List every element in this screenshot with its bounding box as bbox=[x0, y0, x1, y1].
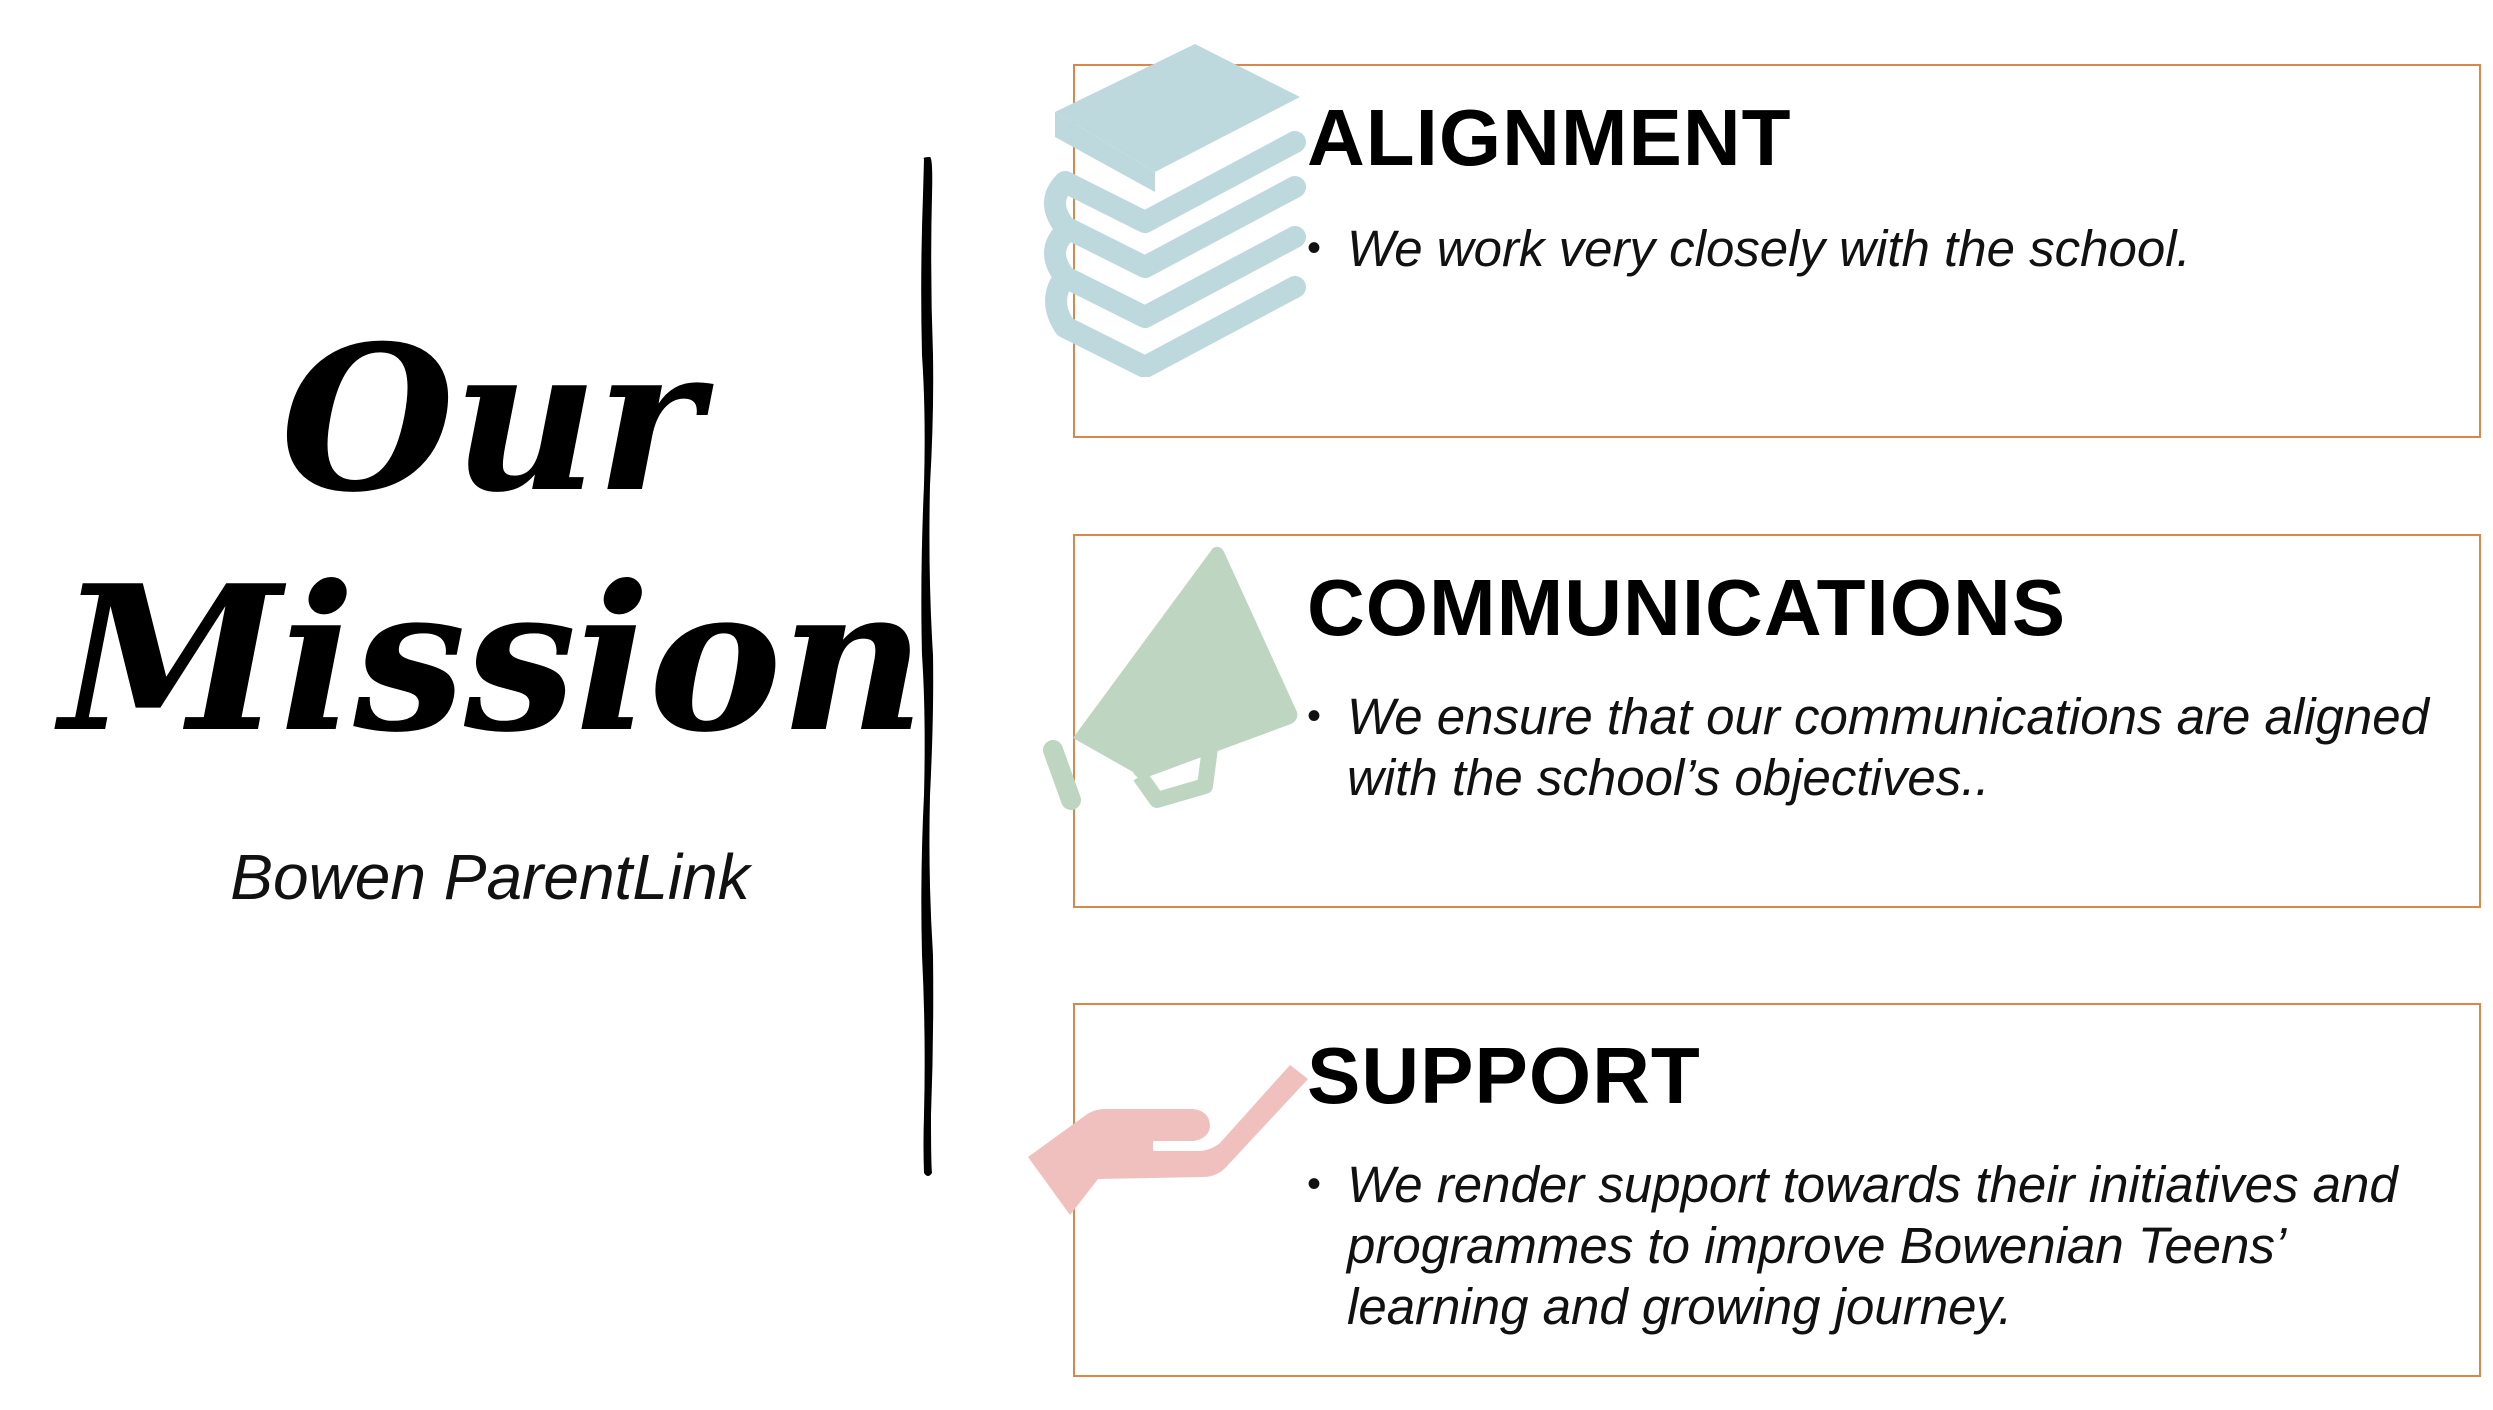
bullet-dot: • bbox=[1307, 694, 1322, 738]
card-communications bbox=[1073, 534, 2481, 908]
heading-communications: COMMUNICATIONS bbox=[1307, 563, 2067, 652]
subtitle: Bowen ParentLink bbox=[230, 841, 750, 913]
bullet-communications-text: We ensure that our communications are al… bbox=[1347, 688, 2429, 806]
books-icon bbox=[1044, 44, 1306, 377]
title-line-our: Our bbox=[280, 302, 702, 537]
megaphone-icon bbox=[1043, 546, 1298, 810]
vertical-divider bbox=[921, 157, 934, 1176]
title-line-mission: Mission bbox=[60, 542, 925, 777]
heading-alignment: ALIGNMENT bbox=[1307, 93, 1792, 182]
bullet-support: • We render support towards their initia… bbox=[1307, 1154, 2457, 1337]
bullet-alignment: • We work very closely with the school. bbox=[1307, 218, 2457, 279]
hand-icon bbox=[1028, 1065, 1308, 1215]
heading-support: SUPPORT bbox=[1307, 1031, 1701, 1120]
bullet-alignment-text: We work very closely with the school. bbox=[1347, 220, 2191, 277]
title-block: Our Mission bbox=[60, 302, 925, 777]
bullet-communications: • We ensure that our communications are … bbox=[1307, 686, 2457, 808]
bullet-dot: • bbox=[1307, 1162, 1322, 1206]
bullet-dot: • bbox=[1307, 226, 1322, 270]
card-alignment bbox=[1073, 64, 2481, 438]
bullet-support-text: We render support towards their initiati… bbox=[1347, 1156, 2398, 1335]
